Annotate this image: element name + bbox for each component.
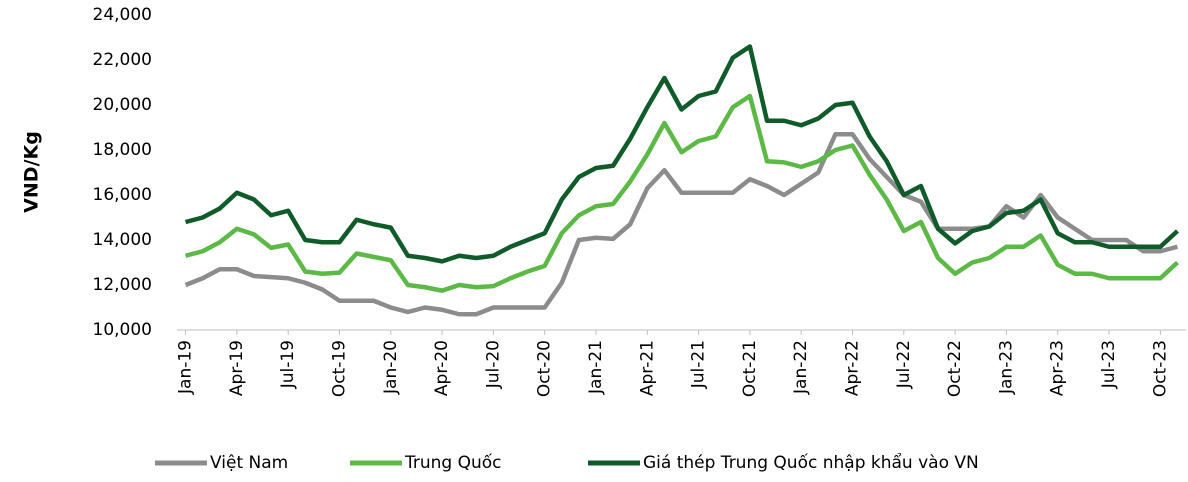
x-tick-label: Apr-22: [843, 340, 863, 396]
y-tick-label: 22,000: [93, 50, 152, 70]
x-tick-label: Jul-23: [1099, 340, 1119, 389]
x-tick-label: Apr-19: [227, 340, 247, 396]
x-tick-label: Jul-19: [278, 340, 298, 389]
x-tick-label: Jan-23: [996, 340, 1016, 395]
legend-label: Trung Quốc: [404, 452, 502, 473]
x-tick-label: Apr-21: [637, 340, 657, 396]
y-tick-label: 10,000: [93, 320, 152, 340]
x-tick-label: Jan-19: [176, 340, 196, 395]
legend-label: Giá thép Trung Quốc nhập khẩu vào VN: [643, 452, 979, 473]
series-line: [184, 132, 1179, 317]
y-axis-label: VND/Kg: [21, 131, 43, 213]
y-tick-label: 24,000: [93, 5, 152, 25]
series-line: [184, 93, 1179, 293]
y-tick-label: 18,000: [93, 140, 152, 160]
x-tick-label: Apr-23: [1048, 340, 1068, 396]
x-tick-label: Oct-20: [535, 340, 555, 397]
x-tick-label: Jul-21: [689, 340, 709, 389]
x-tick-label: Oct-23: [1150, 340, 1170, 397]
y-tick-label: 12,000: [93, 275, 152, 295]
x-tick-label: Jul-20: [483, 340, 503, 389]
x-tick-label: Apr-20: [432, 340, 452, 396]
y-tick-label: 16,000: [93, 185, 152, 205]
x-tick-label: Jan-21: [586, 340, 606, 395]
x-tick-label: Oct-22: [945, 340, 965, 397]
series-line: [184, 44, 1179, 264]
legend-label: Việt Nam: [210, 453, 288, 473]
x-tick-label: Oct-19: [329, 340, 349, 397]
x-tick-label: Jan-22: [791, 340, 811, 395]
y-tick-label: 20,000: [93, 95, 152, 115]
x-tick-label: Oct-21: [740, 340, 760, 397]
x-tick-label: Jul-22: [894, 340, 914, 389]
y-tick-label: 14,000: [93, 230, 152, 250]
x-tick-label: Jan-20: [381, 340, 401, 395]
